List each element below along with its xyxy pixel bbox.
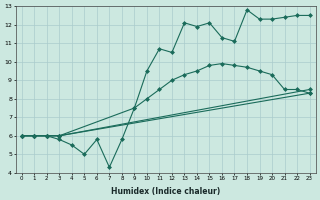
X-axis label: Humidex (Indice chaleur): Humidex (Indice chaleur) — [111, 187, 220, 196]
